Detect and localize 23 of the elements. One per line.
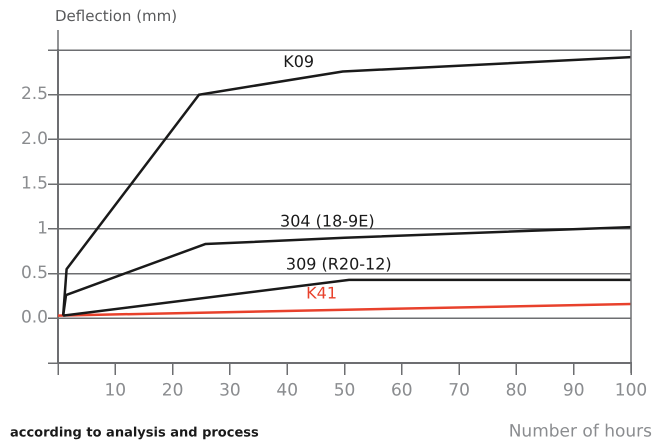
series-label: K09 xyxy=(283,52,314,71)
x-tick-label: 40 xyxy=(276,380,298,401)
series-label: 304 (18-9E) xyxy=(280,212,375,231)
y-tick-label: 0.0 xyxy=(20,308,48,328)
series-label: K41 xyxy=(306,283,338,302)
x-tick-label: 60 xyxy=(390,380,413,401)
x-axis-title: Number of hours xyxy=(508,421,652,442)
y-axis-title: Deflection (mm) xyxy=(55,6,178,25)
x-tick-label: 80 xyxy=(506,380,528,401)
x-tick-label: 50 xyxy=(334,380,356,401)
y-tick-label: 2.0 xyxy=(20,128,48,149)
y-tick-label: 1 xyxy=(37,218,48,238)
x-tick-label: 100 xyxy=(614,380,648,401)
y-tick-label: 1.5 xyxy=(20,174,48,194)
series-label: 309 (R20-12) xyxy=(286,254,392,274)
y-tick-label: 2.5 xyxy=(20,84,48,104)
x-tick-label: 10 xyxy=(104,380,126,401)
x-tick-label: 90 xyxy=(562,380,585,401)
y-tick-label: 0.5 xyxy=(20,262,48,283)
x-tick-label: 70 xyxy=(448,380,470,401)
x-tick-label: 30 xyxy=(219,380,241,401)
x-tick-label: 20 xyxy=(162,380,184,401)
text: according to analysis and process xyxy=(10,425,259,440)
